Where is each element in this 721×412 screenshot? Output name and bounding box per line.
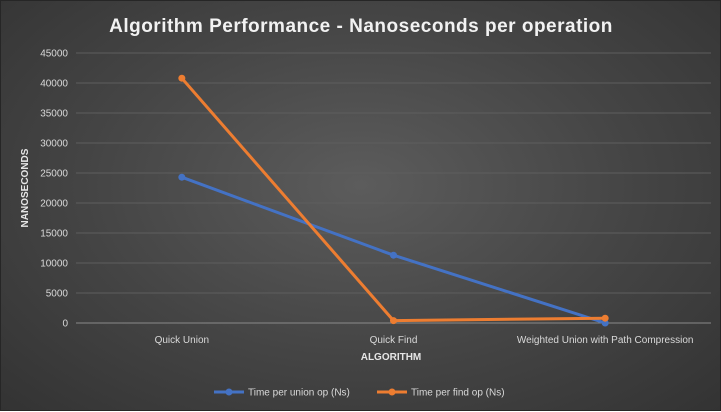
- data-point: [390, 251, 397, 259]
- y-tick-label: 20000: [40, 199, 68, 210]
- x-axis-title: ALGORITHM: [361, 352, 422, 363]
- y-tick-label: 45000: [40, 49, 68, 60]
- x-axis-ticks: Quick Union Quick Find Weighted Union with…: [155, 335, 694, 346]
- y-tick-label: 35000: [40, 109, 68, 120]
- legend-marker: [225, 388, 233, 396]
- data-point: [601, 314, 609, 322]
- data-point: [178, 173, 186, 181]
- data-point: [390, 317, 397, 325]
- y-tick-label: 15000: [40, 229, 68, 240]
- legend-label: Time per union op (Ns): [248, 388, 350, 399]
- x-tick-label: Quick Find: [370, 335, 418, 346]
- legend-marker: [388, 388, 396, 396]
- y-tick-label: 30000: [40, 139, 68, 150]
- y-axis-title: NANOSECONDS: [20, 148, 31, 227]
- chart-title: Algorithm Performance - Nanoseconds per …: [109, 16, 613, 37]
- y-axis-ticks: 0 5000 10000 15000 20000 25000 30000 35000 40000…: [40, 49, 68, 330]
- y-tick-label: 25000: [40, 169, 68, 180]
- x-tick-label: Quick Union: [155, 335, 209, 346]
- y-tick-label: 10000: [40, 259, 68, 270]
- gridlines: [76, 52, 711, 324]
- series-line-0: [180, 175, 607, 325]
- data-point: [178, 74, 186, 82]
- y-tick-label: 0: [62, 319, 68, 330]
- data-point: [601, 319, 609, 327]
- legend-label: Time per find op (Ns): [411, 388, 505, 399]
- y-tick-label: 40000: [40, 79, 68, 90]
- series-lines: [178, 74, 609, 327]
- legend: Time per union op (Ns) Time per find op (…: [214, 388, 505, 399]
- x-tick-label: Weighted Union with Path Compression: [517, 335, 694, 346]
- y-tick-label: 5000: [46, 289, 69, 300]
